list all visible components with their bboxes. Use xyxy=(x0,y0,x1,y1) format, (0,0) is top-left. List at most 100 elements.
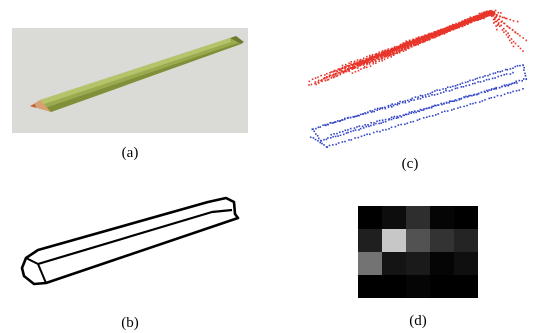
blue-point xyxy=(522,88,524,90)
red-point xyxy=(399,47,401,49)
red-point xyxy=(419,40,421,42)
blue-point xyxy=(312,128,314,130)
blue-point xyxy=(460,97,463,100)
red-point xyxy=(427,38,430,41)
blue-point xyxy=(509,68,512,70)
red-point xyxy=(440,30,443,33)
blue-point xyxy=(357,114,359,117)
blue-point xyxy=(376,107,379,110)
pencil-tip-wood xyxy=(30,100,51,112)
red-point xyxy=(507,36,509,39)
red-point xyxy=(468,19,471,21)
blue-point xyxy=(518,89,521,92)
blue-point xyxy=(523,66,525,69)
blue-point xyxy=(379,107,382,109)
blue-point xyxy=(501,85,503,88)
blue-point xyxy=(524,72,526,75)
blue-point xyxy=(393,115,396,118)
blue-point xyxy=(360,135,363,138)
red-point xyxy=(423,37,425,40)
red-point xyxy=(417,41,420,44)
blue-point xyxy=(409,98,412,101)
blue-point xyxy=(448,90,451,92)
red-point xyxy=(522,50,524,52)
red-point xyxy=(340,70,343,72)
blue-point xyxy=(492,72,495,75)
red-point xyxy=(381,59,383,62)
blue-point xyxy=(320,139,322,142)
red-point xyxy=(382,54,384,57)
red-point xyxy=(398,45,400,48)
blue-point xyxy=(317,140,319,142)
blue-point xyxy=(518,79,521,82)
red-point xyxy=(359,58,362,61)
red-point xyxy=(372,61,375,63)
blue-point xyxy=(369,110,371,112)
blue-point xyxy=(373,124,375,126)
red-point xyxy=(386,52,389,54)
red-point xyxy=(494,18,496,20)
heatmap-cell xyxy=(358,229,383,253)
red-point xyxy=(396,52,398,54)
blue-point xyxy=(370,122,372,124)
blue-point xyxy=(507,92,509,94)
caption-b: (b) xyxy=(121,315,139,331)
red-point xyxy=(474,16,477,19)
red-point xyxy=(370,59,373,61)
red-point xyxy=(494,20,496,23)
red-point xyxy=(396,45,398,48)
blue-point xyxy=(380,122,382,124)
blue-point xyxy=(439,89,441,91)
caption-d: (d) xyxy=(409,313,427,329)
red-point xyxy=(405,40,407,42)
red-point xyxy=(398,49,401,51)
blue-point xyxy=(384,107,387,110)
red-point xyxy=(426,36,429,39)
blue-point xyxy=(474,101,477,104)
red-point xyxy=(350,61,352,63)
red-point xyxy=(491,14,493,17)
red-point xyxy=(464,19,466,21)
red-point xyxy=(363,57,365,60)
red-point xyxy=(366,58,369,61)
red-point xyxy=(466,19,469,21)
red-point xyxy=(483,11,486,13)
red-point xyxy=(437,33,440,36)
blue-point xyxy=(314,138,317,141)
blue-point xyxy=(350,130,352,133)
blue-point xyxy=(451,89,453,91)
blue-point xyxy=(437,113,440,115)
blue-point xyxy=(495,88,497,90)
blue-point xyxy=(456,84,459,86)
red-point xyxy=(349,64,351,67)
red-point xyxy=(512,40,515,43)
red-point xyxy=(525,39,528,42)
red-point xyxy=(469,16,472,19)
red-point xyxy=(374,53,376,56)
blue-point xyxy=(493,96,496,99)
blue-point xyxy=(373,110,375,113)
red-point xyxy=(392,53,394,56)
red-point xyxy=(326,72,328,75)
blue-point xyxy=(367,111,369,113)
red-point xyxy=(393,50,395,53)
red-point xyxy=(317,76,319,79)
blue-point xyxy=(322,124,324,126)
red-point xyxy=(424,39,426,41)
blue-point xyxy=(401,101,404,104)
blue-point xyxy=(404,123,406,126)
red-point xyxy=(356,63,359,66)
red-point xyxy=(461,25,464,28)
red-point xyxy=(381,53,384,55)
blue-point xyxy=(453,108,455,110)
red-point xyxy=(498,18,501,20)
blue-point xyxy=(370,111,373,113)
red-point xyxy=(353,60,356,63)
red-point xyxy=(452,23,454,26)
red-point xyxy=(389,51,391,54)
blue-point xyxy=(366,133,368,136)
red-point xyxy=(493,11,496,14)
blue-point xyxy=(417,110,419,112)
blue-point xyxy=(333,121,335,124)
blue-point xyxy=(459,106,462,108)
